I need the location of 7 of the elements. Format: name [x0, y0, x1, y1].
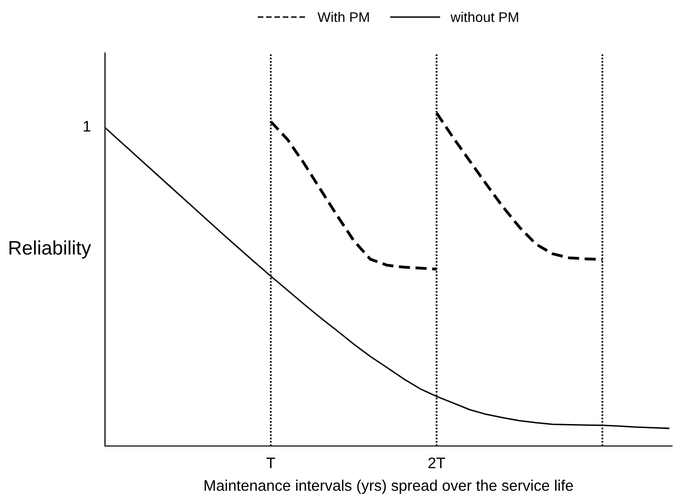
x-tick-label: T: [266, 458, 276, 468]
text: 1: [84, 121, 90, 132]
legend-label: With PM: [318, 12, 369, 22]
x-tick-label: 2T: [428, 458, 446, 468]
y-axis-title: Reliability: [10, 240, 92, 259]
x-axis-title: Maintenance intervals (yrs) spread over the service life: [204, 480, 573, 494]
legend-label: without PM: [450, 12, 518, 22]
